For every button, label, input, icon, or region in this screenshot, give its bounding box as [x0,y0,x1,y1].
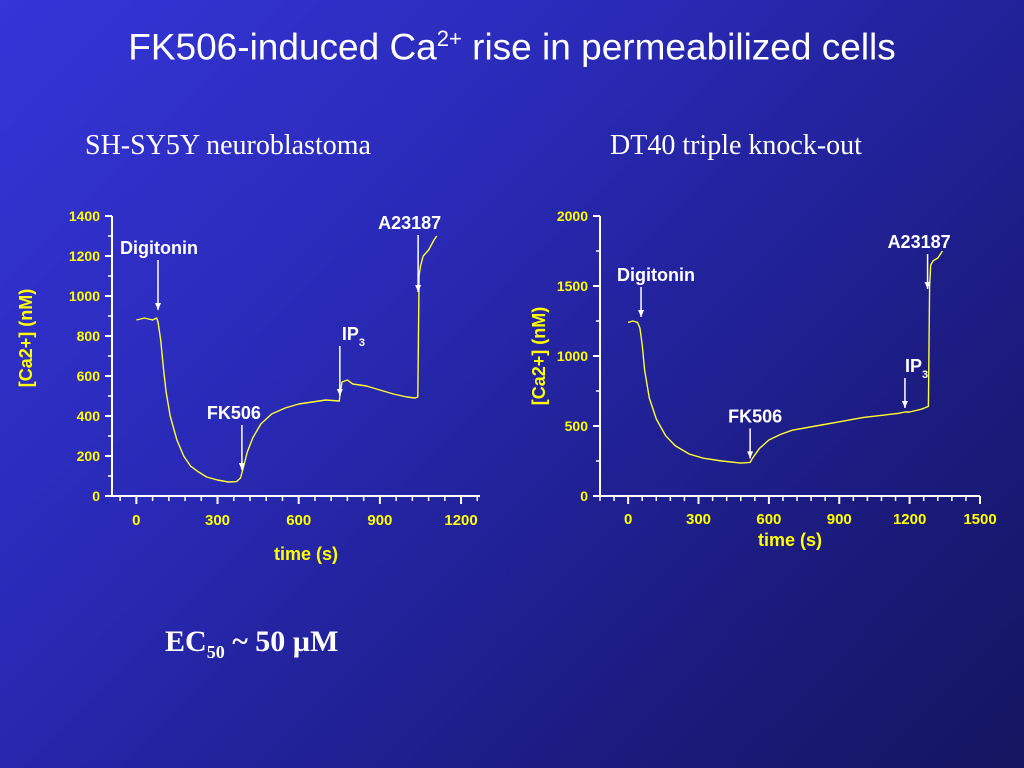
y-tick-label: 1200 [69,248,100,264]
chart-left-subtitle: SH-SY5Y neuroblastoma [85,130,371,161]
y-tick-label: 1000 [557,348,588,364]
y-tick-label: 400 [77,408,101,424]
x-tick-label: 1200 [893,511,926,528]
y-tick-label: 0 [92,488,100,504]
y-tick-label: 1000 [69,288,100,304]
y-tick-label: 200 [77,448,101,464]
y-tick-label: 1500 [557,278,588,294]
annotation-label: A23187 [378,213,441,233]
annotation-subscript: 3 [359,337,365,349]
x-tick-label: 600 [756,511,781,528]
x-tick-label: 1200 [444,512,477,529]
annotation-label: FK506 [728,406,782,426]
y-axis-label: [Ca2+] (nM) [529,307,549,406]
y-tick-label: 2000 [557,208,588,224]
x-tick-label: 1500 [963,511,996,528]
annotation-arrow-head [747,451,754,459]
chart-right-subtitle: DT40 triple knock-out [610,130,862,161]
y-tick-label: 600 [77,368,101,384]
x-axis-label: time (s) [274,544,338,564]
annotation-arrow-head [238,463,245,470]
annotation-arrow-head [415,285,422,292]
y-tick-label: 800 [77,328,101,344]
annotation-label: Digitonin [120,238,198,258]
y-tick-label: 1400 [69,208,100,224]
annotation-arrow-head [155,303,161,310]
annotation-arrow-head [924,282,931,289]
slide-title: FK506-induced Ca2+ rise in permeabilized… [128,26,896,68]
x-tick-label: 0 [624,511,632,528]
annotation-label: Digitonin [617,265,695,285]
x-tick-label: 300 [686,511,711,528]
x-tick-label: 600 [286,512,311,529]
y-axis-label: [Ca2+] (nM) [16,289,36,388]
annotation-subscript: 3 [922,369,928,381]
calcium-trace [627,250,944,464]
y-tick-label: 0 [580,488,588,504]
x-tick-label: 900 [827,511,852,528]
x-axis-label: time (s) [758,530,822,550]
annotation-arrow-head [336,389,343,396]
annotation-label: FK506 [207,403,261,423]
x-tick-label: 900 [367,512,392,529]
annotation-arrow-head [901,401,908,408]
annotation-label: A23187 [888,232,951,252]
ec50-note: EC50 ~ 50 µM [165,625,339,662]
y-tick-label: 500 [565,418,589,434]
x-tick-label: 0 [132,512,140,529]
annotation-arrow-head [638,310,645,317]
annotation-label: IP3 [905,356,928,381]
x-tick-label: 300 [205,512,230,529]
calcium-trace [136,235,438,483]
